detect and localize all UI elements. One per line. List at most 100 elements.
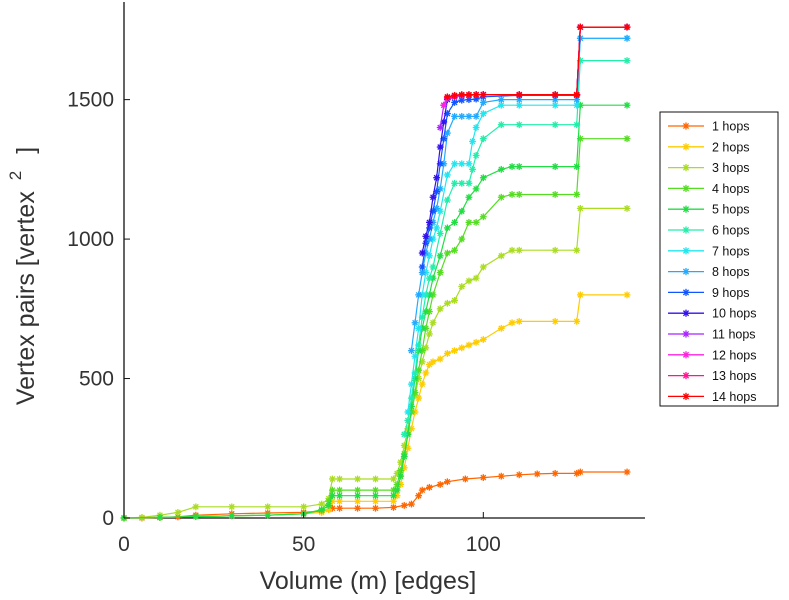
legend-item-8-hops: 8 hops: [668, 265, 750, 279]
data-point-14-hops: [451, 92, 458, 99]
data-point-1-hops: [479, 474, 487, 481]
data-point-6-hops: [623, 57, 631, 64]
series-line-3-hops: [123, 207, 627, 519]
data-point-14-hops: [515, 91, 523, 99]
legend-marker: [682, 351, 690, 359]
legend-item-5-hops: 5 hops: [668, 203, 750, 217]
legend-marker: [682, 288, 690, 296]
data-point-7-hops: [515, 101, 523, 109]
legend-label: 12 hops: [712, 348, 756, 362]
legend-label: 11 hops: [712, 328, 756, 342]
data-point-14-hops: [472, 91, 480, 99]
data-point-5-hops: [393, 486, 401, 494]
data-point-9-hops: [433, 188, 440, 196]
data-point-3-hops: [623, 205, 631, 212]
x-tick-label: 100: [466, 533, 501, 556]
data-point-3-hops: [573, 246, 581, 254]
data-point-4-hops: [472, 218, 480, 226]
data-point-6-hops: [411, 369, 419, 377]
legend-marker: [682, 143, 690, 151]
data-point-1-hops: [408, 500, 415, 508]
series-10-hops: [418, 23, 631, 257]
data-point-1-hops: [418, 486, 426, 494]
data-point-9-hops: [451, 99, 458, 106]
legend-marker: [682, 372, 690, 380]
legend-marker: [682, 330, 690, 338]
y-axis-label-suffix: ]: [12, 147, 40, 154]
series-line-6-hops: [403, 59, 627, 435]
legend-item-1-hops: 1 hops: [668, 120, 750, 134]
data-point-1-hops: [576, 468, 584, 476]
legend-item-7-hops: 7 hops: [668, 244, 750, 258]
data-point-3-hops: [336, 475, 343, 483]
data-point-4-hops: [458, 235, 466, 243]
series-5-hops: [120, 101, 631, 522]
data-point-6-hops: [426, 274, 433, 282]
data-point-4-hops: [573, 191, 581, 198]
data-point-2-hops: [443, 350, 451, 357]
data-point-4-hops: [551, 191, 559, 198]
data-point-6-hops: [400, 430, 408, 438]
x-tick-label: 50: [292, 533, 315, 556]
data-point-12-hops: [440, 101, 448, 109]
data-point-3-hops: [372, 475, 379, 483]
data-point-1-hops: [623, 468, 631, 476]
data-point-4-hops: [508, 191, 516, 198]
data-point-1-hops: [426, 483, 433, 491]
data-point-6-hops: [465, 179, 473, 187]
data-point-6-hops: [515, 121, 523, 129]
data-point-3-hops: [300, 503, 308, 511]
legend-marker: [682, 122, 690, 130]
data-point-1-hops: [497, 472, 505, 480]
data-point-4-hops: [465, 218, 473, 226]
series-line-2-hops: [123, 294, 627, 519]
data-point-9-hops: [418, 263, 426, 271]
legend-item-12-hops: 12 hops: [668, 348, 756, 362]
data-point-5-hops: [329, 492, 336, 500]
series-6-hops: [400, 57, 631, 438]
data-point-5-hops: [325, 502, 333, 509]
data-point-6-hops: [469, 165, 476, 173]
data-point-7-hops: [411, 352, 419, 360]
data-point-6-hops: [497, 121, 505, 129]
data-point-11-hops: [436, 124, 444, 131]
data-point-2-hops: [573, 317, 581, 325]
legend-marker: [682, 184, 690, 192]
data-point-5-hops: [573, 163, 581, 170]
data-point-3-hops: [472, 274, 480, 282]
data-point-4-hops: [451, 246, 458, 254]
legend-label: 3 hops: [712, 161, 750, 175]
data-point-14-hops: [551, 91, 559, 99]
data-point-3-hops: [443, 299, 451, 307]
legend-marker: [682, 309, 690, 317]
data-point-14-hops: [458, 91, 466, 99]
data-point-10-hops: [433, 174, 440, 182]
data-point-14-hops: [465, 91, 473, 99]
data-point-5-hops: [390, 492, 397, 500]
data-point-3-hops: [390, 475, 397, 483]
data-point-5-hops: [551, 163, 559, 170]
data-point-8-hops: [458, 112, 466, 120]
data-point-6-hops: [479, 135, 487, 143]
x-tick-label: 0: [118, 533, 130, 556]
data-point-3-hops: [458, 283, 466, 290]
data-point-5-hops: [465, 193, 473, 201]
data-point-3-hops: [436, 305, 444, 313]
series-layer: [120, 23, 631, 522]
data-point-3-hops: [515, 246, 523, 254]
data-point-8-hops: [418, 269, 426, 276]
data-point-8-hops: [576, 34, 584, 42]
data-point-6-hops: [551, 121, 559, 129]
data-point-4-hops: [515, 191, 523, 198]
data-point-8-hops: [623, 34, 631, 42]
legend: 1 hops 2 hops 3 hops 4 hops 5 hops 6 hops 7 ho…: [659, 111, 779, 407]
data-point-2-hops: [436, 355, 444, 363]
data-point-3-hops: [451, 297, 458, 304]
y-axis-label-superscript: 2: [6, 171, 25, 180]
data-point-7-hops: [465, 160, 473, 168]
y-axis-label: Vertex pairs [vertex 2 ]: [0, 147, 40, 405]
data-point-8-hops: [479, 99, 487, 106]
data-point-7-hops: [415, 324, 423, 332]
legend-label: 1 hops: [712, 120, 750, 134]
data-point-4-hops: [436, 269, 444, 276]
